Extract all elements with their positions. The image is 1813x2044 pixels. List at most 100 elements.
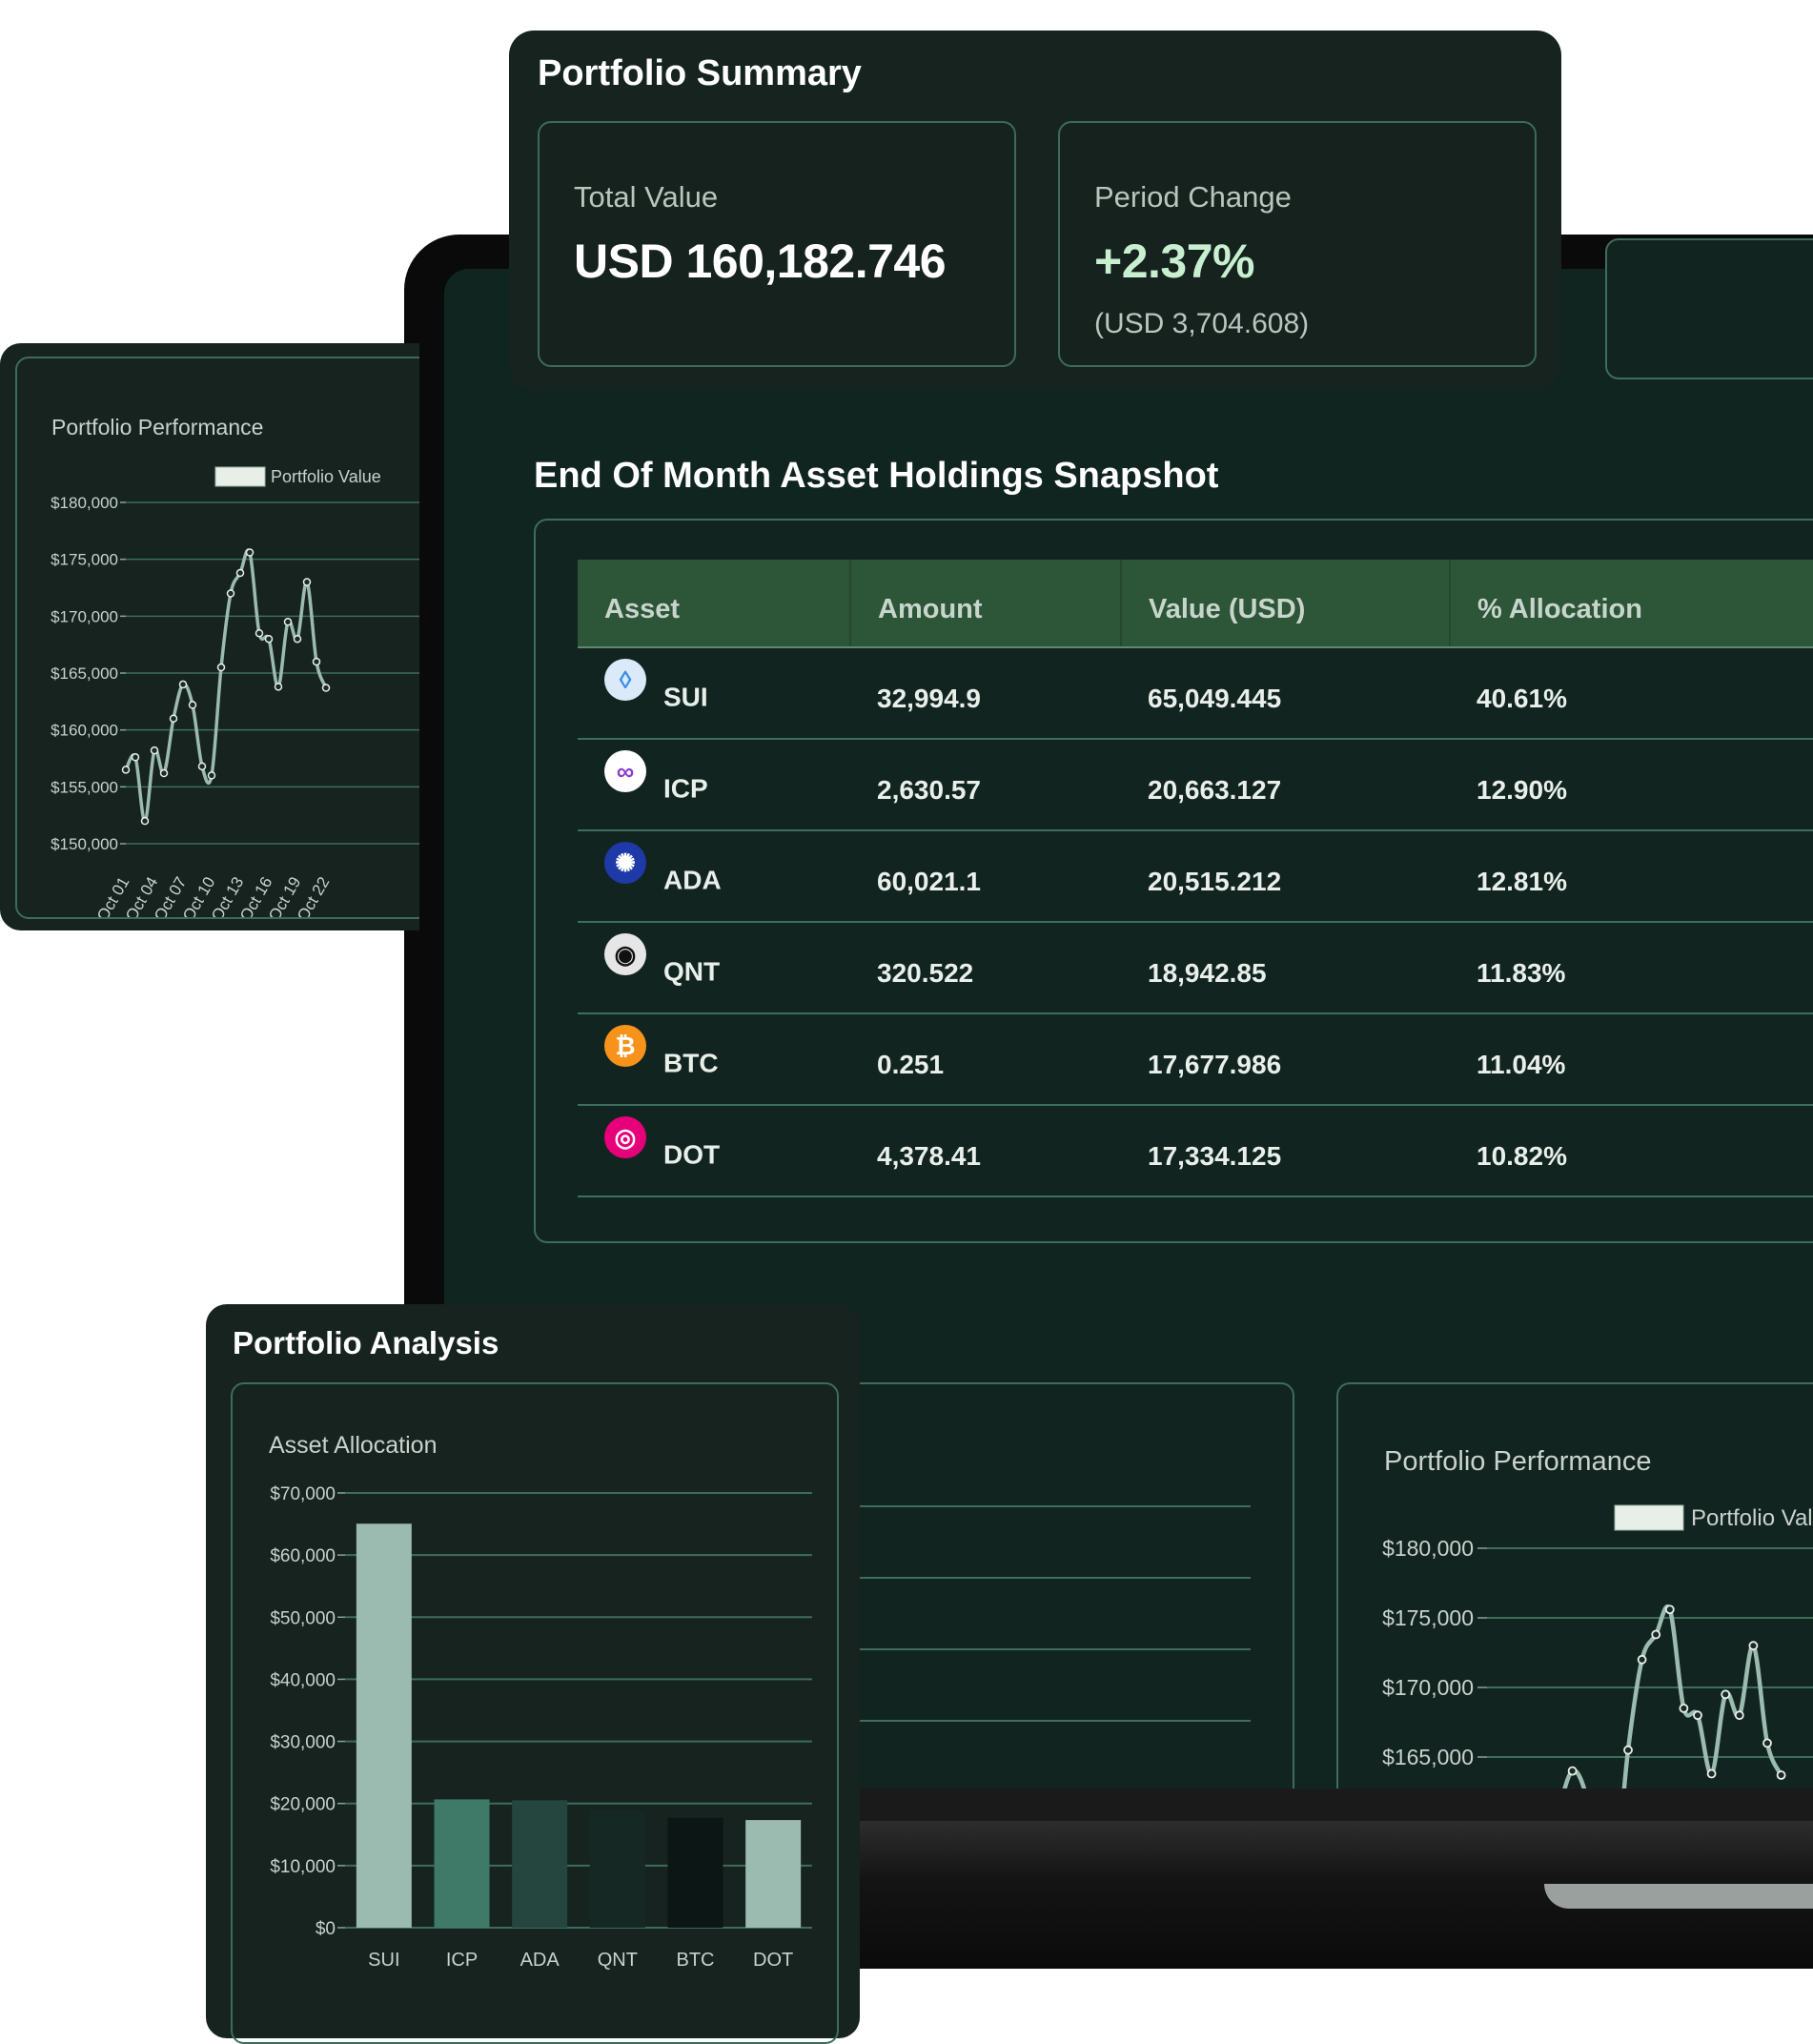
y-tick-label: $155,000 — [51, 778, 118, 796]
asset-cell: ◉ QNT — [578, 922, 850, 1014]
table-row[interactable]: ◉ QNT 320.522 18,942.85 11.83% — [578, 922, 1813, 1014]
data-point — [1637, 1654, 1647, 1665]
value-cell: 20,663.127 — [1121, 739, 1450, 831]
table-row[interactable]: ₿ BTC 0.251 17,677.986 11.04% — [578, 1013, 1813, 1106]
total-value: USD 160,182.746 — [574, 235, 947, 288]
data-point — [178, 680, 188, 689]
data-point — [150, 746, 159, 755]
x-tick-label: QNT — [598, 1950, 638, 1971]
performance-card-left: Portfolio Performance Portfolio Value $180… — [0, 343, 419, 930]
column-header-value[interactable]: Value (USD) — [1120, 560, 1450, 648]
y-tick-label: $170,000 — [51, 607, 118, 625]
bottom-middle-card — [839, 1382, 1294, 1806]
table-row[interactable]: ∞ ICP 2,630.57 20,663.127 12.90% — [578, 739, 1813, 831]
bar — [512, 1800, 568, 1928]
asset-cell: ◊ SUI — [578, 647, 850, 740]
table-row[interactable]: ◎ DOT 4,378.41 17,334.125 10.82% — [578, 1105, 1813, 1197]
data-point — [1734, 1710, 1744, 1721]
y-tick-label: $175,000 — [1382, 1605, 1474, 1630]
bottom-middle-gridlines — [860, 1505, 1251, 1722]
y-tick-label: $180,000 — [51, 494, 118, 512]
dot-icon: ◎ — [604, 1116, 646, 1158]
data-point — [1721, 1689, 1731, 1700]
y-tick-label: $50,000 — [270, 1608, 336, 1628]
y-tick-label: $165,000 — [1382, 1745, 1474, 1769]
analysis-card-inner: Asset Allocation $70,000 $60,000 $50,000 $40… — [231, 1382, 839, 2044]
data-point — [169, 714, 178, 723]
sui-icon: ◊ — [604, 659, 646, 701]
asset-cell: ₿ BTC — [578, 1013, 850, 1106]
allocation-cell: 40.61% — [1450, 647, 1813, 740]
bar — [589, 1809, 645, 1928]
column-header-amount[interactable]: Amount — [849, 560, 1121, 648]
summary-title: Portfolio Summary — [538, 53, 862, 93]
period-change-value: +2.37% — [1094, 235, 1254, 288]
chart-title: Portfolio Performance — [1384, 1446, 1651, 1477]
bar — [745, 1820, 802, 1928]
data-point — [197, 762, 207, 771]
portfolio-analysis-card: Portfolio Analysis Asset Allocation $70,0… — [206, 1304, 860, 2044]
data-point — [1776, 1770, 1786, 1780]
y-tick-label: $30,000 — [270, 1733, 336, 1753]
analysis-title: Portfolio Analysis — [233, 1325, 499, 1360]
amount-cell: 60,021.1 — [850, 830, 1121, 923]
value-cell: 17,334.125 — [1121, 1105, 1450, 1197]
data-point — [312, 657, 321, 666]
bar — [434, 1799, 490, 1928]
asset-cell: ◎ DOT — [578, 1105, 850, 1197]
table-row[interactable]: ✺ ADA 60,021.1 20,515.212 12.81% — [578, 830, 1813, 923]
data-point — [321, 684, 331, 692]
data-point — [1748, 1641, 1759, 1651]
period-change-label: Period Change — [1094, 180, 1292, 214]
table-row[interactable]: ◊ SUI 32,994.9 65,049.445 40.61% — [578, 647, 1813, 740]
value-cell: 17,677.986 — [1121, 1013, 1450, 1106]
column-header-allocation[interactable]: % Allocation — [1449, 560, 1813, 648]
data-point — [1651, 1629, 1661, 1640]
data-point — [235, 568, 245, 578]
data-point — [245, 548, 255, 557]
y-tick-label: $150,000 — [51, 835, 118, 853]
data-point — [255, 628, 264, 638]
holdings-table: Asset Amount Value (USD) % Allocation ◊ S… — [578, 560, 1813, 1197]
x-tick-label: ADA — [520, 1950, 560, 1971]
data-point — [1706, 1768, 1717, 1779]
performance-card-right: Portfolio Performance Portfolio Valu $180,… — [1336, 1382, 1813, 1806]
data-point — [121, 766, 131, 774]
value-cell: 65,049.445 — [1121, 647, 1450, 740]
legend-swatch — [1614, 1504, 1684, 1531]
data-point — [226, 589, 235, 598]
x-tick-label: ICP — [446, 1950, 478, 1971]
y-tick-label: $20,000 — [270, 1795, 336, 1815]
data-point — [131, 753, 140, 762]
x-tick-label: SUI — [368, 1950, 399, 1971]
data-point — [140, 816, 150, 826]
amount-cell: 0.251 — [850, 1013, 1121, 1106]
data-point — [283, 618, 293, 626]
value-cell: 18,942.85 — [1121, 922, 1450, 1014]
btc-icon: ₿ — [604, 1025, 646, 1067]
laptop-hinge-front — [1544, 1884, 1813, 1909]
series-line — [124, 548, 328, 823]
asset-name: SUI — [663, 682, 708, 712]
legend-swatch — [214, 466, 266, 487]
performance-card-left-inner: Portfolio Performance Portfolio Value $180… — [15, 357, 419, 919]
data-point — [207, 771, 216, 780]
data-point — [302, 578, 312, 586]
y-tick-label: $165,000 — [51, 664, 118, 683]
y-tick-label: $175,000 — [51, 551, 118, 569]
icp-icon: ∞ — [604, 750, 646, 792]
asset-name: BTC — [663, 1048, 719, 1078]
allocation-cell: 12.90% — [1450, 739, 1813, 831]
allocation-cell: 12.81% — [1450, 830, 1813, 923]
y-tick-label: $170,000 — [1382, 1675, 1474, 1700]
asset-name: DOT — [663, 1139, 721, 1170]
bar — [356, 1523, 412, 1928]
column-header-asset[interactable]: Asset — [578, 560, 850, 648]
asset-name: ADA — [663, 865, 722, 895]
holdings-title: End Of Month Asset Holdings Snapshot — [534, 456, 1219, 496]
data-point — [1567, 1766, 1578, 1776]
legend-label: Portfolio Valu — [1691, 1505, 1813, 1531]
series-line — [1561, 1605, 1783, 1790]
amount-cell: 32,994.9 — [850, 647, 1121, 740]
asset-name: ICP — [663, 773, 708, 804]
